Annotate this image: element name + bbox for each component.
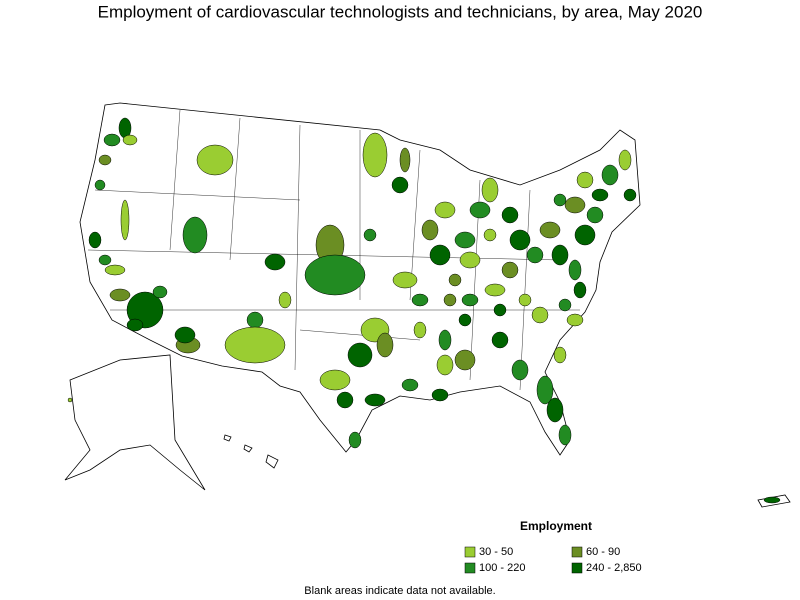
legend-label: 30 - 50 bbox=[479, 546, 513, 558]
legend-items: 30 - 50 60 - 90 100 - 220 240 - 2,850 bbox=[464, 546, 642, 574]
area bbox=[431, 388, 449, 402]
area bbox=[558, 424, 572, 446]
area bbox=[196, 144, 234, 176]
area bbox=[104, 264, 126, 276]
area bbox=[278, 291, 292, 309]
area bbox=[182, 216, 208, 254]
area bbox=[363, 228, 377, 242]
area bbox=[376, 332, 394, 358]
area bbox=[574, 224, 596, 246]
area bbox=[576, 171, 594, 189]
area bbox=[443, 293, 457, 307]
area bbox=[67, 397, 73, 403]
legend: Employment 30 - 50 60 - 90 100 - 220 240 - … bbox=[464, 519, 642, 574]
area bbox=[601, 164, 619, 186]
area bbox=[152, 285, 168, 299]
area bbox=[553, 193, 567, 207]
area bbox=[434, 201, 456, 219]
area bbox=[364, 393, 386, 407]
area bbox=[438, 329, 452, 351]
area bbox=[461, 293, 479, 307]
area bbox=[511, 359, 529, 381]
area bbox=[483, 228, 497, 242]
area bbox=[586, 206, 604, 224]
area bbox=[399, 147, 411, 173]
area bbox=[421, 219, 439, 241]
hawaii bbox=[223, 434, 279, 469]
area bbox=[126, 318, 144, 332]
area bbox=[411, 293, 429, 307]
area bbox=[493, 303, 507, 317]
area bbox=[501, 206, 519, 224]
area bbox=[391, 176, 409, 194]
area bbox=[469, 201, 491, 219]
area bbox=[591, 188, 609, 202]
legend-label: 100 - 220 bbox=[479, 562, 525, 574]
area bbox=[481, 177, 499, 203]
area bbox=[623, 188, 637, 202]
area bbox=[454, 349, 476, 371]
legend-label: 60 - 90 bbox=[586, 546, 620, 558]
area bbox=[98, 154, 112, 166]
area bbox=[304, 254, 366, 296]
legend-title: Employment bbox=[520, 519, 592, 533]
area bbox=[246, 311, 264, 329]
footnote: Blank areas indicate data not available. bbox=[304, 585, 495, 597]
area bbox=[264, 253, 286, 271]
area bbox=[436, 354, 454, 376]
area bbox=[401, 378, 419, 392]
area bbox=[539, 221, 561, 239]
area bbox=[362, 132, 388, 178]
area bbox=[536, 375, 554, 405]
area bbox=[94, 179, 106, 191]
legend-swatch bbox=[571, 562, 583, 574]
area bbox=[109, 288, 131, 302]
area bbox=[459, 251, 481, 269]
area bbox=[501, 261, 519, 279]
area bbox=[122, 134, 138, 146]
area bbox=[618, 149, 632, 171]
area bbox=[347, 342, 373, 368]
area bbox=[558, 298, 572, 312]
legend-swatch bbox=[464, 562, 476, 574]
area bbox=[429, 244, 451, 266]
area bbox=[454, 231, 476, 249]
map-title: Employment of cardiovascular technologis… bbox=[98, 2, 703, 21]
area bbox=[484, 283, 506, 297]
area bbox=[413, 321, 427, 339]
area bbox=[103, 133, 121, 147]
area bbox=[458, 313, 472, 327]
area bbox=[573, 281, 587, 299]
legend-swatch bbox=[464, 546, 476, 558]
area bbox=[392, 271, 418, 289]
area bbox=[566, 313, 584, 327]
legend-swatch bbox=[571, 546, 583, 558]
area bbox=[224, 326, 286, 364]
area bbox=[553, 346, 567, 364]
area bbox=[491, 331, 509, 349]
legend-label: 240 - 2,850 bbox=[586, 562, 642, 574]
area bbox=[448, 273, 462, 287]
area bbox=[564, 196, 586, 214]
area bbox=[531, 306, 549, 324]
area bbox=[120, 199, 130, 241]
area bbox=[509, 229, 531, 251]
area bbox=[546, 397, 564, 423]
area bbox=[88, 231, 102, 249]
area bbox=[98, 254, 112, 266]
map bbox=[64, 102, 791, 508]
area bbox=[336, 391, 354, 409]
area bbox=[348, 431, 362, 449]
area bbox=[526, 246, 544, 264]
area bbox=[319, 369, 351, 391]
area bbox=[763, 496, 781, 504]
area bbox=[518, 293, 532, 307]
area bbox=[551, 244, 569, 266]
area bbox=[174, 326, 196, 344]
alaska bbox=[64, 354, 206, 491]
area-shading bbox=[67, 117, 781, 504]
area bbox=[568, 259, 582, 281]
